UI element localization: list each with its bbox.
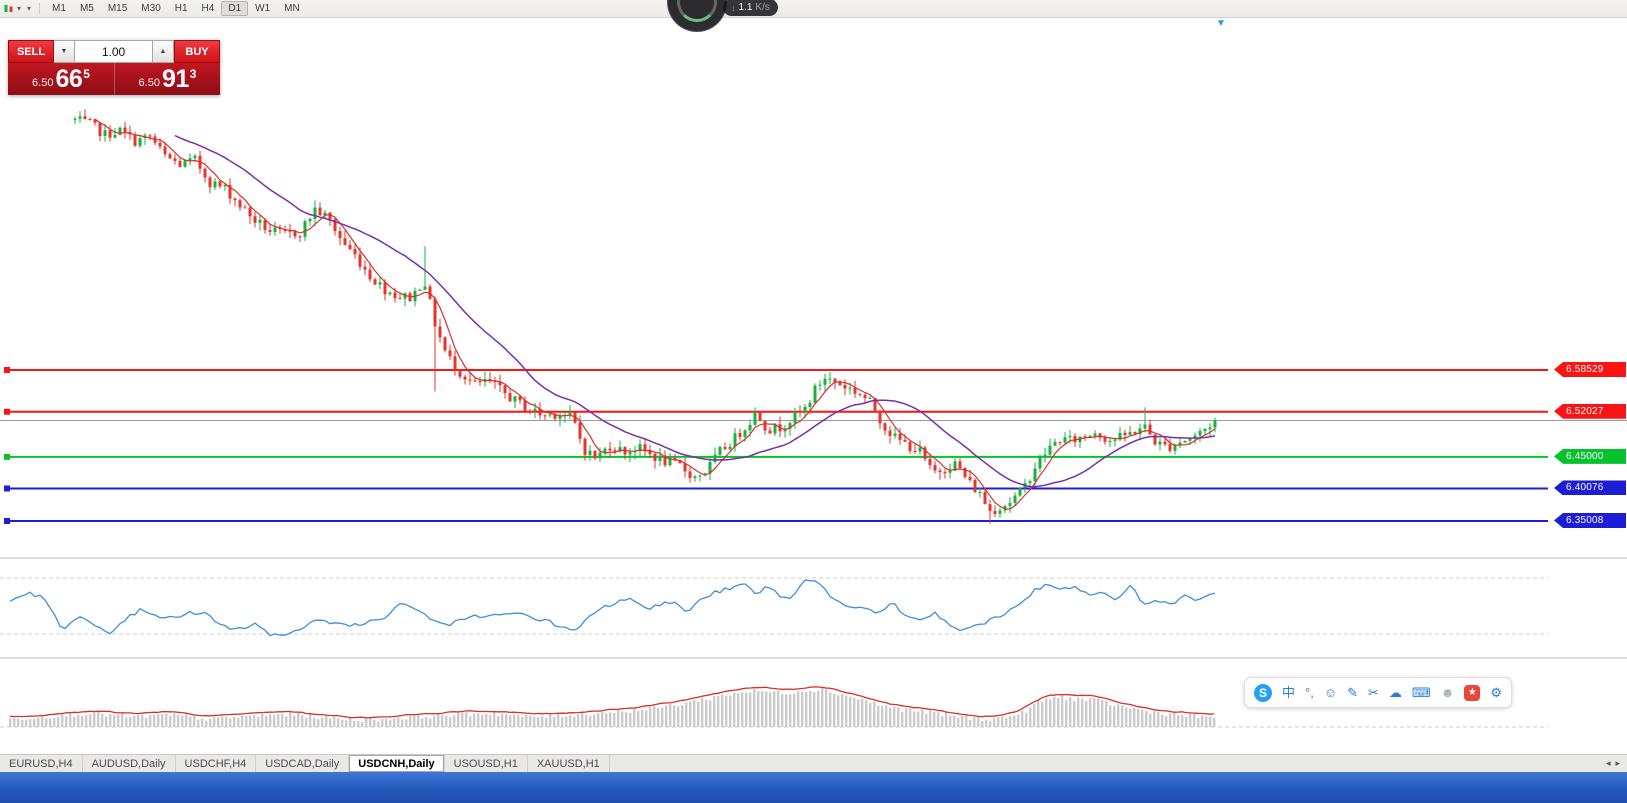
tab-scroll-arrows: ◂ ▸ [1599,755,1627,772]
bid-price[interactable]: 6.50 66 5 [8,63,114,95]
horizontal-lines[interactable] [4,367,1548,525]
price-scale-label-6.45000: 6.45000 [1554,448,1626,464]
timeframe-button-m5[interactable]: M5 [79,3,94,14]
timeframe-button-w1[interactable]: W1 [255,3,271,14]
timeframe-button-h1[interactable]: H1 [174,3,188,14]
pen-icon[interactable]: ✎ [1347,685,1359,700]
volume-decrease-button[interactable]: ▼ [54,40,75,63]
lang-chinese-icon[interactable]: 中 [1282,685,1296,700]
buy-button[interactable]: BUY [174,40,220,63]
sell-button[interactable]: SELL [8,40,54,63]
chart-type-dropdown-icon[interactable]: ▾ [17,4,22,13]
toolbar-separator [39,3,41,14]
speed-value: 1.1 [738,2,753,13]
tab-usdcad-daily[interactable]: USDCAD,Daily [256,755,350,772]
tab-usdcnh-daily[interactable]: USDCNH,Daily [349,755,445,772]
settings-icon[interactable]: ⚙ [1490,685,1503,700]
candlesticks [73,109,1217,524]
timeframe-button-h4[interactable]: H4 [201,3,215,14]
bid-big-digits: 66 [55,65,83,93]
keyboard-icon[interactable]: ⌨ [1411,685,1431,700]
cloud-icon[interactable]: ☁ [1388,685,1402,700]
punctuation-icon[interactable]: °, [1305,685,1314,700]
download-arrow-icon: ↓ [731,2,736,13]
timeframe-button-m30[interactable]: M30 [141,3,161,14]
tab-scroll-right-icon[interactable]: ▸ [1615,758,1620,768]
chart-scroll-marker-icon[interactable]: ▼ [1216,18,1226,29]
chart-tabs: EURUSD,H4 AUDUSD,Daily USDCHF,H4 USDCAD,Dai… [0,755,610,772]
moving-averages [94,118,1216,510]
sogou-logo-icon[interactable]: S [1254,683,1272,702]
tab-audusd-daily[interactable]: AUDUSD,Daily [83,755,176,772]
ask-big-digits: 91 [161,65,189,93]
pane-separators[interactable] [0,557,1627,659]
gift-icon[interactable]: ★ [1464,684,1481,701]
quote-prices-row: 6.50 66 5 6.50 91 3 [8,63,220,95]
timeframe-toolbar: ▾ ▾ M1 M5 M15 M30 H1 H4 D1 W1 MN [0,0,1627,18]
price-scale-label-6.52027: 6.52027 [1554,403,1626,419]
price-chart-canvas[interactable] [0,17,1627,756]
price-scale-label-6.40076: 6.40076 [1554,480,1626,496]
volume-input[interactable] [75,40,153,63]
timeframe-button-m15[interactable]: M15 [107,3,128,14]
timeframe-button-m1[interactable]: M1 [52,3,66,14]
tab-scroll-left-icon[interactable]: ◂ [1605,758,1611,768]
ask-prefix: 6.50 [138,77,160,89]
timeframe-button-d1[interactable]: D1 [221,1,249,16]
ask-pip-digit: 3 [189,67,197,81]
emoji-icon[interactable]: ☺ [1323,685,1338,700]
chart-icon[interactable] [3,3,14,14]
price-scale-label-6.35008: 6.35008 [1554,513,1626,528]
oscillator-indicator [9,579,1216,637]
ask-price[interactable]: 6.50 91 3 [114,63,220,95]
timeframe-list: M1 M5 M15 M30 H1 H4 D1 W1 MN [45,1,307,16]
histogram-indicator [0,686,1548,728]
trade-controls-row: SELL ▼ ▲ BUY [8,40,220,63]
windows-taskbar[interactable] [0,772,1627,803]
tab-eurusd-h4[interactable]: EURUSD,H4 [0,755,83,772]
chart-tab-bar: EURUSD,H4 AUDUSD,Daily USDCHF,H4 USDCAD,Dai… [0,754,1627,772]
one-click-trading-panel: SELL ▼ ▲ BUY 6.50 66 5 6.50 91 3 [8,40,220,95]
zoom-dropdown-icon[interactable]: ▾ [27,4,32,13]
speed-unit: K/s [755,2,770,13]
scissors-icon[interactable]: ✂ [1368,685,1379,700]
price-scale-label-6.58529: 6.58529 [1554,362,1626,377]
bid-prefix: 6.50 [32,77,54,89]
timeframe-button-mn[interactable]: MN [284,3,300,14]
tab-usdchf-h4[interactable]: USDCHF,H4 [176,755,257,772]
tab-xauusd-h1[interactable]: XAUUSD,H1 [528,755,610,772]
input-method-toolbar: S 中 °, ☺ ✎ ✂ ☁ ⌨ ☻ ★ ⚙ [1244,677,1513,708]
volume-increase-button[interactable]: ▲ [153,40,174,63]
user-icon[interactable]: ☻ [1440,685,1455,700]
bid-pip-digit: 5 [83,67,90,81]
tab-usousd-h1[interactable]: USOUSD,H1 [445,755,528,772]
network-speed-indicator[interactable]: ↓ 1.1 K/s [723,0,778,16]
indicator-levels [0,577,1548,635]
